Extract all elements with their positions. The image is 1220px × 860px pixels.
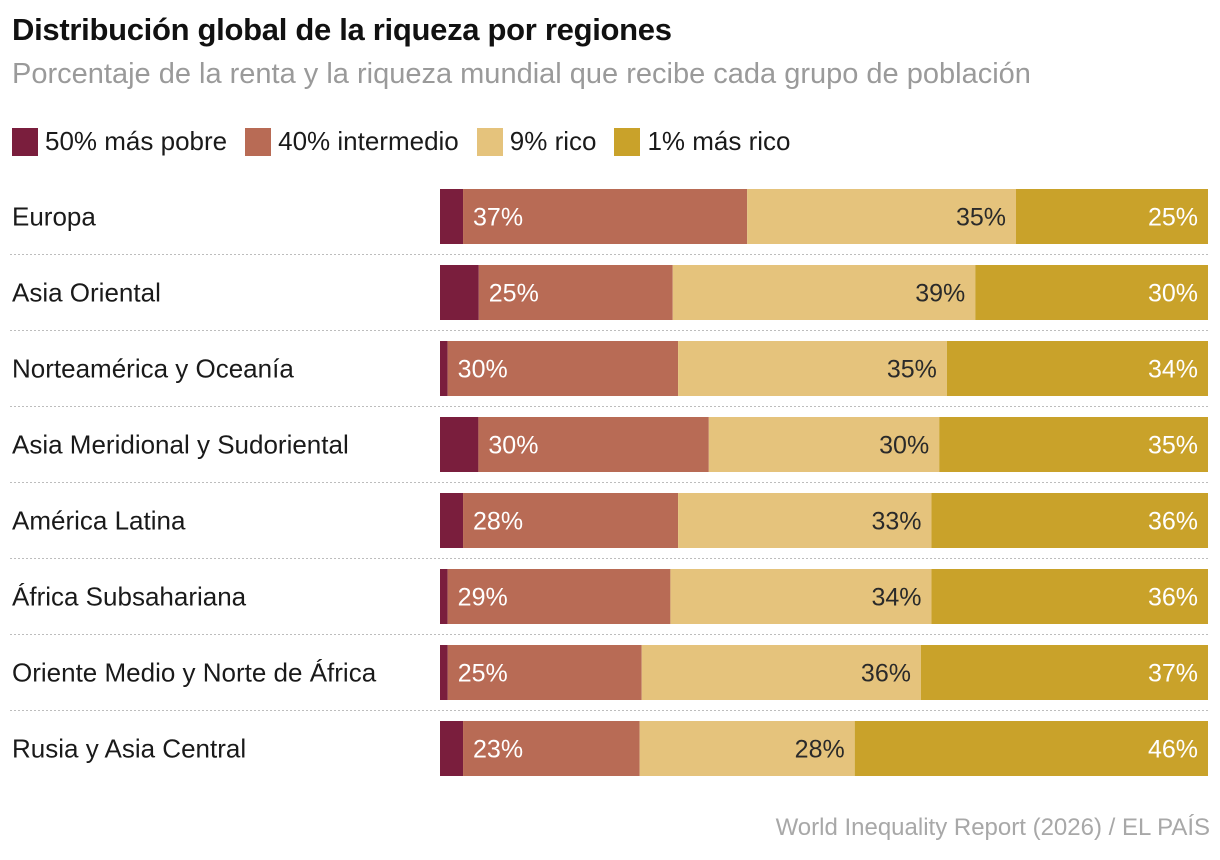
bar-oriente-medio-y-norte-de-africa-40-intermedio: [447, 645, 642, 700]
bar-norteamerica-y-oceania-40-intermedio: [447, 341, 679, 396]
category-label-asia-oriental: Asia Oriental: [12, 278, 161, 308]
bar-asia-meridional-y-sudoriental-1-mas-rico: [939, 417, 1208, 472]
data-label-america-latina-9-rico: 33%: [871, 508, 921, 536]
legend: 50% más pobre 40% intermedio 9% rico 1% …: [12, 126, 791, 157]
category-label-oriente-medio-y-norte-de-africa: Oriente Medio y Norte de África: [12, 658, 377, 688]
data-label-rusia-y-asia-central-1-mas-rico: 46%: [1148, 736, 1198, 764]
legend-item-middle: 40% intermedio: [245, 126, 459, 157]
legend-item-rich: 9% rico: [476, 126, 597, 157]
category-label-africa-subsahariana: África Subsahariana: [12, 582, 247, 612]
bar-oriente-medio-y-norte-de-africa-1-mas-rico: [920, 645, 1208, 700]
data-label-asia-oriental-40-intermedio: 25%: [489, 280, 539, 308]
data-label-asia-oriental-9-rico: 39%: [915, 280, 965, 308]
bar-oriente-medio-y-norte-de-africa-9-rico: [641, 645, 921, 700]
category-label-europa: Europa: [12, 202, 96, 232]
data-label-rusia-y-asia-central-9-rico: 28%: [795, 736, 845, 764]
bar-norteamerica-y-oceania-50-mas-pobre: [440, 341, 448, 396]
legend-item-richest: 1% más rico: [614, 126, 791, 157]
data-label-norteamerica-y-oceania-1-mas-rico: 34%: [1148, 356, 1198, 384]
bar-europa-1-mas-rico: [1016, 189, 1208, 244]
category-label-norteamerica-y-oceania: Norteamérica y Oceanía: [12, 354, 294, 384]
bar-asia-meridional-y-sudoriental-50-mas-pobre: [440, 417, 479, 472]
data-label-norteamerica-y-oceania-9-rico: 35%: [887, 356, 937, 384]
bar-africa-subsahariana-9-rico: [670, 569, 932, 624]
data-label-africa-subsahariana-1-mas-rico: 36%: [1148, 584, 1198, 612]
data-label-asia-meridional-y-sudoriental-9-rico: 30%: [879, 432, 929, 460]
bar-asia-oriental-9-rico: [672, 265, 976, 320]
category-label-rusia-y-asia-central: Rusia y Asia Central: [12, 734, 246, 764]
data-label-asia-oriental-1-mas-rico: 30%: [1148, 280, 1198, 308]
bar-europa-50-mas-pobre: [440, 189, 464, 244]
legend-label-middle: 40% intermedio: [278, 126, 459, 156]
bar-europa-9-rico: [747, 189, 1016, 244]
data-label-oriente-medio-y-norte-de-africa-40-intermedio: 25%: [458, 660, 508, 688]
data-label-rusia-y-asia-central-40-intermedio: 23%: [473, 736, 523, 764]
category-label-asia-meridional-y-sudoriental: Asia Meridional y Sudoriental: [12, 430, 349, 460]
bar-asia-oriental-1-mas-rico: [975, 265, 1208, 320]
bar-africa-subsahariana-40-intermedio: [447, 569, 671, 624]
legend-item-poorest: 50% más pobre: [12, 126, 227, 157]
bar-norteamerica-y-oceania-9-rico: [678, 341, 947, 396]
legend-swatch-middle: [245, 127, 272, 156]
source-credit: World Inequality Report (2026) / EL PAÍS: [775, 814, 1210, 841]
legend-swatch-richest: [614, 127, 641, 156]
data-label-asia-meridional-y-sudoriental-40-intermedio: 30%: [488, 432, 538, 460]
chart-subtitle: Porcentaje de la renta y la riqueza mund…: [12, 58, 1031, 90]
bar-asia-oriental-40-intermedio: [478, 265, 673, 320]
data-label-norteamerica-y-oceania-40-intermedio: 30%: [458, 356, 508, 384]
chart-title: Distribución global de la riqueza por re…: [12, 12, 672, 47]
bar-america-latina-9-rico: [678, 493, 932, 548]
legend-label-rich: 9% rico: [509, 126, 597, 156]
bar-america-latina-40-intermedio: [463, 493, 679, 548]
bar-asia-meridional-y-sudoriental-9-rico: [708, 417, 940, 472]
legend-swatch-rich: [476, 127, 503, 156]
bar-america-latina-1-mas-rico: [931, 493, 1208, 548]
bar-rusia-y-asia-central-50-mas-pobre: [440, 721, 464, 776]
bar-asia-oriental-50-mas-pobre: [440, 265, 479, 320]
bar-africa-subsahariana-50-mas-pobre: [440, 569, 448, 624]
data-label-africa-subsahariana-40-intermedio: 29%: [458, 584, 508, 612]
bar-america-latina-50-mas-pobre: [440, 493, 464, 548]
bar-rusia-y-asia-central-9-rico: [639, 721, 855, 776]
bar-africa-subsahariana-1-mas-rico: [931, 569, 1208, 624]
data-label-europa-40-intermedio: 37%: [473, 204, 523, 232]
legend-label-richest: 1% más rico: [647, 126, 791, 156]
bar-asia-meridional-y-sudoriental-40-intermedio: [478, 417, 709, 472]
category-label-america-latina: América Latina: [12, 506, 186, 536]
data-label-europa-9-rico: 35%: [956, 204, 1006, 232]
legend-swatch-poorest: [12, 127, 38, 156]
stacked-bar-chart: Europa 37% 35% 25% Asia Oriental 25% 39% 30% Nor…: [10, 189, 1208, 776]
data-label-america-latina-1-mas-rico: 36%: [1148, 508, 1198, 536]
bar-norteamerica-y-oceania-1-mas-rico: [946, 341, 1208, 396]
data-label-america-latina-40-intermedio: 28%: [473, 508, 523, 536]
data-label-oriente-medio-y-norte-de-africa-9-rico: 36%: [861, 660, 911, 688]
data-label-europa-1-mas-rico: 25%: [1148, 204, 1198, 232]
data-label-asia-meridional-y-sudoriental-1-mas-rico: 35%: [1148, 432, 1198, 460]
bar-oriente-medio-y-norte-de-africa-50-mas-pobre: [440, 645, 448, 700]
legend-label-poorest: 50% más pobre: [45, 126, 228, 156]
bar-rusia-y-asia-central-40-intermedio: [463, 721, 640, 776]
data-label-oriente-medio-y-norte-de-africa-1-mas-rico: 37%: [1148, 660, 1198, 688]
bar-europa-40-intermedio: [463, 189, 748, 244]
data-label-africa-subsahariana-9-rico: 34%: [871, 584, 921, 612]
bar-rusia-y-asia-central-1-mas-rico: [854, 721, 1208, 776]
